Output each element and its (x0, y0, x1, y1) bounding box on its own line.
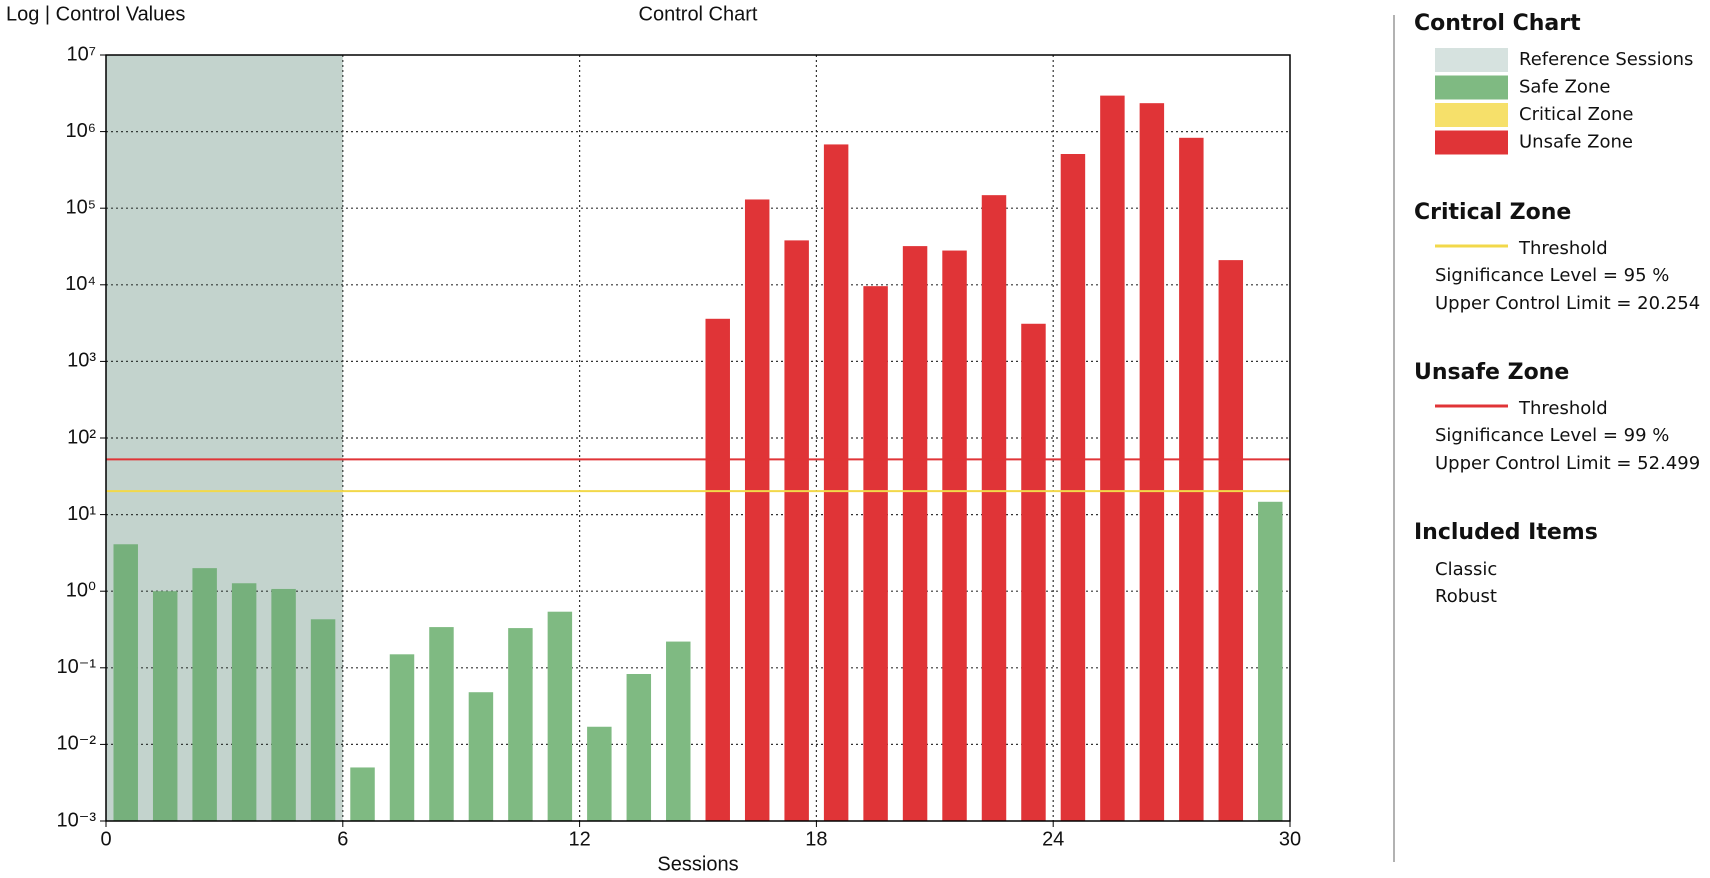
bar (902, 246, 928, 821)
bar (587, 726, 612, 821)
bar (1021, 323, 1046, 821)
section-title: Included Items (1414, 520, 1598, 545)
x-tick-label: 30 (1279, 828, 1301, 850)
bar (271, 588, 296, 821)
upper-control-limit: Upper Control Limit = 52.499 (1435, 453, 1700, 474)
axis-group: 10⁻³ 10⁻² 10⁻¹ 10⁰ 10¹ 10² 10³ 10⁴ 10⁵ 10⁶ 10⁷ 0 6 12… (57, 43, 1302, 850)
bar (666, 641, 691, 821)
y-tick-label: 10⁻¹ (57, 656, 97, 678)
bar (429, 627, 454, 821)
bar (192, 568, 217, 821)
legend-swatch (1435, 75, 1508, 100)
legend-label: Threshold (1518, 238, 1608, 259)
bar (152, 591, 178, 821)
chart-title: Control Chart (639, 3, 758, 25)
legend-label: Reference Sessions (1519, 49, 1693, 70)
included-item: Classic (1435, 559, 1497, 580)
legend-title: Control Chart (1414, 11, 1581, 36)
upper-control-limit: Upper Control Limit = 20.254 (1435, 293, 1700, 314)
bar (468, 692, 494, 821)
bar (626, 673, 652, 821)
bar (1218, 260, 1244, 821)
bar (1179, 137, 1204, 822)
bar (231, 583, 257, 821)
y-tick-label: 10¹ (67, 503, 96, 525)
bar (1060, 154, 1086, 821)
y-tick-label: 10⁶ (66, 120, 96, 142)
bar (942, 250, 967, 821)
bar (547, 611, 573, 821)
y-tick-label: 10⁴ (65, 273, 96, 295)
y-tick-label: 10⁻² (57, 733, 97, 755)
bar (705, 318, 730, 821)
bar (823, 144, 849, 822)
significance-level: Significance Level = 99 % (1435, 425, 1669, 446)
x-tick-label: 0 (100, 828, 111, 850)
bar (744, 199, 770, 822)
bar (508, 628, 533, 821)
legend-swatch (1435, 130, 1508, 155)
bar (310, 619, 336, 821)
x-tick-label: 6 (337, 828, 348, 850)
included-item: Robust (1435, 586, 1497, 607)
y-axis-label: Log | Control Values (6, 3, 185, 25)
bar (350, 767, 375, 821)
reference-region (106, 55, 343, 821)
y-tick-label: 10⁰ (66, 579, 96, 601)
axis-texts: Log | Control Values Control Chart Sessi… (6, 3, 758, 875)
y-tick-label: 10⁵ (65, 196, 96, 218)
legend-label: Critical Zone (1519, 104, 1634, 125)
legend-swatch (1435, 48, 1508, 72)
significance-level: Significance Level = 95 % (1435, 265, 1669, 286)
y-tick-label: 10² (67, 426, 96, 448)
bar (1139, 103, 1165, 821)
legend-label: Unsafe Zone (1519, 132, 1633, 153)
legend-label: Safe Zone (1519, 77, 1610, 98)
bar (1258, 501, 1283, 821)
section-title: Unsafe Zone (1414, 360, 1569, 385)
y-tick-label: 10⁻³ (57, 809, 97, 831)
section-title: Critical Zone (1414, 200, 1571, 225)
bar (863, 286, 888, 821)
bar (1100, 95, 1125, 821)
reference-overlay (106, 55, 343, 821)
legend-swatch (1435, 103, 1508, 127)
x-tick-label: 24 (1042, 828, 1064, 850)
bar (389, 654, 415, 821)
y-tick-label: 10⁷ (67, 43, 96, 65)
legend-label: Threshold (1518, 398, 1608, 419)
x-axis-label: Sessions (657, 853, 738, 875)
bar (784, 240, 809, 822)
x-tick-label: 18 (805, 828, 827, 850)
x-tick-label: 12 (568, 828, 590, 850)
plot-frame (105, 54, 1291, 822)
bar (981, 195, 1007, 821)
y-tick-label: 10³ (67, 350, 96, 372)
bar (113, 544, 138, 821)
